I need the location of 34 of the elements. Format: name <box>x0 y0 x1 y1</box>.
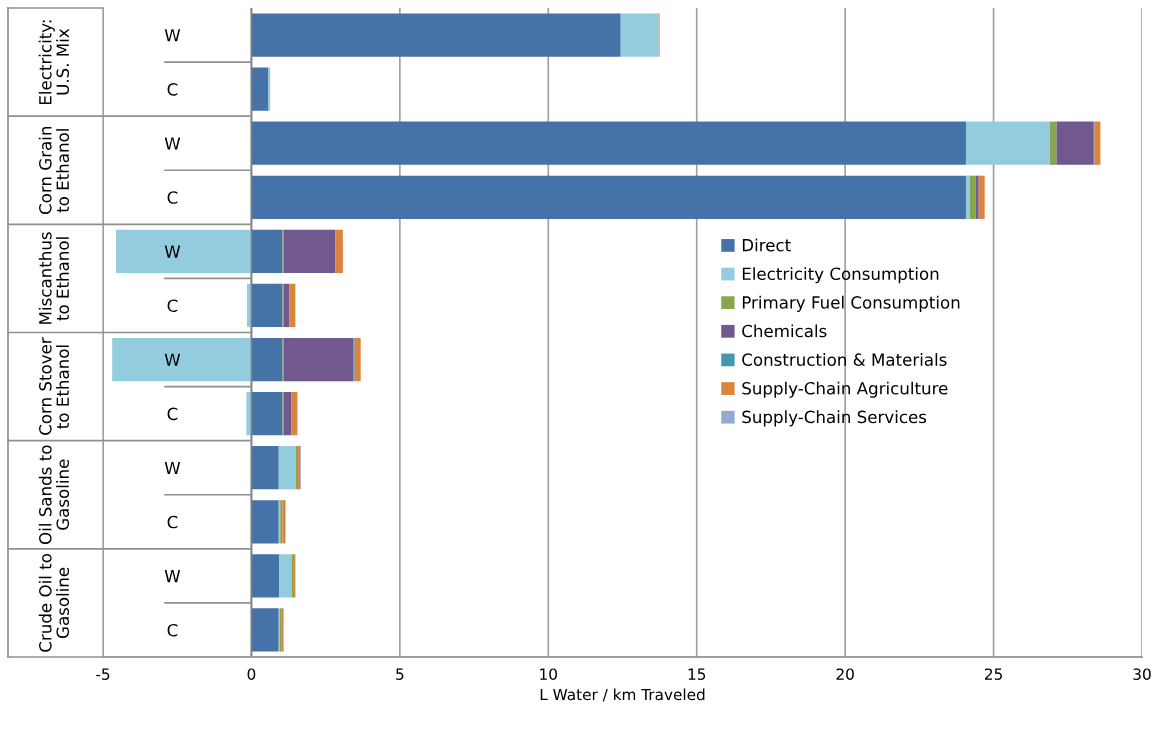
x-tick-label: 15 <box>688 668 706 680</box>
x-axis-title: L Water / km Traveled <box>540 688 705 702</box>
y-tick-label: W <box>164 461 181 475</box>
legend-label: Construction & Materials <box>742 353 947 366</box>
y-tick-label: C <box>167 299 178 313</box>
y-tick-label: C <box>167 191 178 204</box>
x-tick-label: 25 <box>984 668 1002 680</box>
x-tick-label: 20 <box>836 668 854 680</box>
y-tick-label: W <box>164 29 181 42</box>
legend-label: Supply-Chain Services <box>742 410 927 427</box>
x-tick-label: 5 <box>396 668 404 680</box>
x-tick-label: 0 <box>247 668 256 680</box>
y-tick-label: W <box>164 353 181 366</box>
y-tick-label: W <box>164 245 181 258</box>
text: Miscanthus to Ethanol <box>38 232 70 324</box>
legend-label: Primary Fuel Consumption <box>742 295 960 312</box>
text: Corn Grain to Ethanol <box>38 126 70 215</box>
x-tick-label: 10 <box>540 668 557 680</box>
legend-label: Chemicals <box>742 324 827 338</box>
legend-label: Electricity Consumption <box>742 267 939 284</box>
text: Oil Sands to Gasoline <box>38 445 70 544</box>
text: Electricity: U.S. Mix <box>38 20 70 105</box>
x-tick-label: 30 <box>1133 668 1151 680</box>
legend-label: Direct <box>742 238 791 252</box>
y-tick-label: C <box>167 515 178 529</box>
text: Corn Stover to Ethanol <box>39 337 70 435</box>
y-tick-label: C <box>167 83 178 96</box>
y-tick-label: W <box>164 137 181 150</box>
y-tick-label: W <box>164 570 181 583</box>
x-tick-label: -5 <box>96 668 110 680</box>
text: Crude Oil to Gasoline <box>38 554 70 652</box>
y-tick-label: C <box>167 623 178 637</box>
y-tick-label: C <box>167 407 178 421</box>
legend-label: Supply-Chain Agriculture <box>742 381 948 398</box>
